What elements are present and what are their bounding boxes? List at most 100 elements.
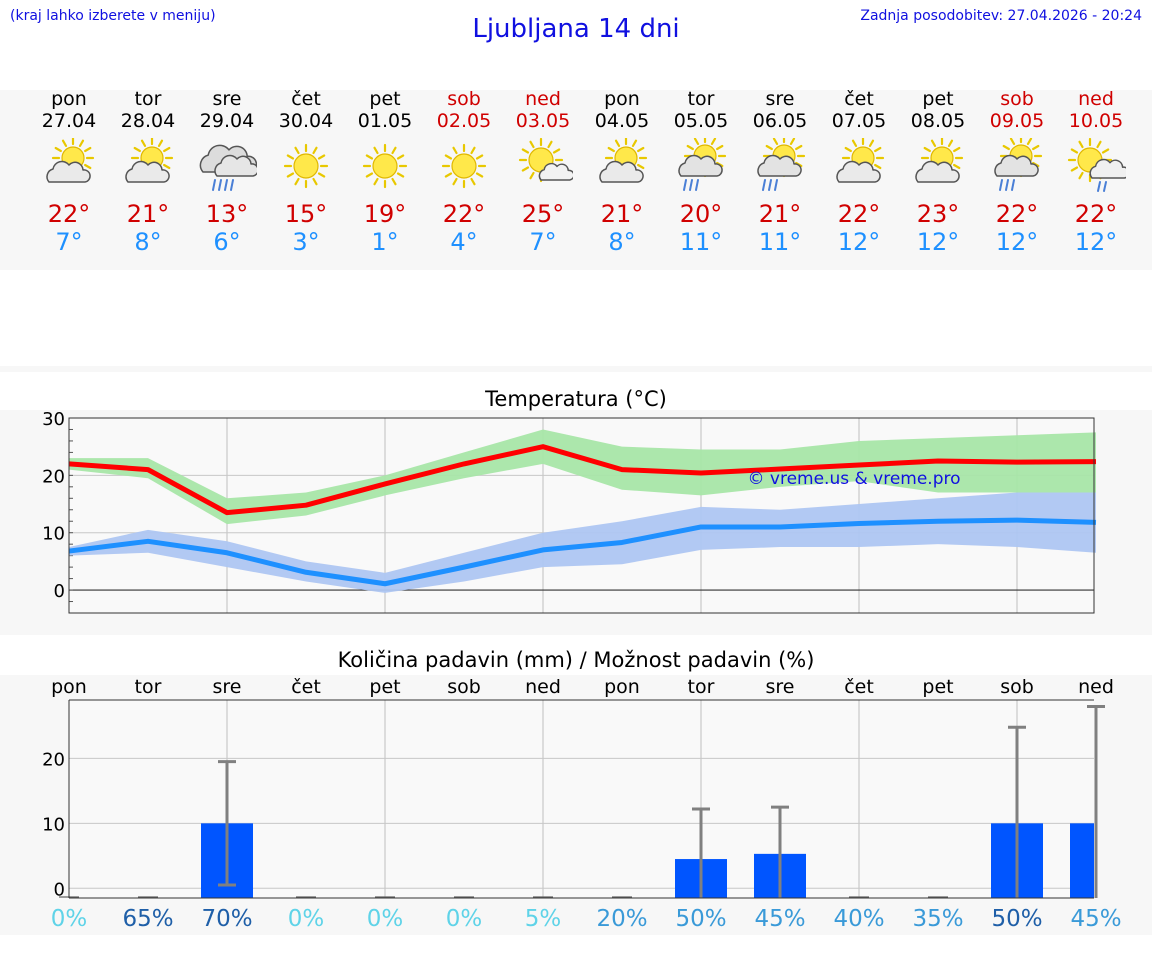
temp-min: 11° xyxy=(679,228,723,256)
y-tick-label: 0 xyxy=(54,581,65,602)
last-updated: Zadnja posodobitev: 27.04.2026 - 20:24 xyxy=(860,8,1142,24)
day-column: čet 07.05 22° 12° xyxy=(820,88,899,256)
y-tick-label: 30 xyxy=(42,409,65,430)
precip-probability: 50% xyxy=(991,906,1042,932)
temp-min: 7° xyxy=(55,228,83,256)
day-column: ned 10.05 22° 12° xyxy=(1057,88,1136,256)
day-column: sob 09.05 22° 12° xyxy=(978,88,1057,256)
day-date: 04.05 xyxy=(594,110,650,132)
day-label: sob xyxy=(447,676,481,698)
day-date: 28.04 xyxy=(120,110,176,132)
sun-icon xyxy=(362,143,408,189)
temp-max: 22° xyxy=(47,200,91,228)
temp-max: 22° xyxy=(837,200,881,228)
temp-max: 22° xyxy=(1074,200,1118,228)
temp-max: 22° xyxy=(442,200,486,228)
temp-min: 8° xyxy=(134,228,162,256)
day-label: čet xyxy=(844,676,874,698)
day-column: pon 27.04 22° 7° xyxy=(30,88,109,256)
day-date: 01.05 xyxy=(357,110,413,132)
sun-icon xyxy=(283,143,329,189)
forecast-band xyxy=(0,90,1152,270)
day-date: 10.05 xyxy=(1068,110,1124,132)
day-name: sre xyxy=(212,88,242,110)
sun-rain-icon xyxy=(757,138,806,191)
day-date: 06.05 xyxy=(752,110,808,132)
temp-min: 12° xyxy=(1074,228,1118,256)
day-name: pon xyxy=(604,88,640,110)
partly-cloudy-icon xyxy=(125,138,174,183)
day-name: čet xyxy=(844,88,874,110)
precip-whisker xyxy=(1087,704,1105,898)
partly-cloudy-icon xyxy=(836,138,885,183)
day-column: sre 29.04 13° 6° xyxy=(188,88,267,256)
sun-light-rain-icon xyxy=(1067,138,1126,192)
rain-cloud-icon xyxy=(199,144,257,191)
precip-probability: 40% xyxy=(833,906,884,932)
precip-whisker xyxy=(218,760,236,887)
temp-min: 12° xyxy=(995,228,1039,256)
day-date: 08.05 xyxy=(910,110,966,132)
day-label: pon xyxy=(51,676,87,698)
precip-probability: 20% xyxy=(596,906,647,932)
precip-whisker xyxy=(1008,725,1026,898)
sun-rain-icon xyxy=(994,138,1043,191)
day-date: 30.04 xyxy=(278,110,334,132)
day-column: sre 06.05 21° 11° xyxy=(741,88,820,256)
sun-rain-icon xyxy=(678,138,727,191)
day-name: sob xyxy=(447,88,481,110)
precip-probability: 45% xyxy=(754,906,805,932)
day-label: čet xyxy=(291,676,321,698)
day-date: 09.05 xyxy=(989,110,1045,132)
temp-min: 11° xyxy=(758,228,802,256)
day-name: ned xyxy=(1078,88,1114,110)
temp-max: 19° xyxy=(363,200,407,228)
day-date: 07.05 xyxy=(831,110,887,132)
temp-max: 15° xyxy=(284,200,328,228)
y-tick-label: 0 xyxy=(54,879,65,900)
temp-min: 8° xyxy=(608,228,636,256)
day-label: pon xyxy=(604,676,640,698)
precip-whisker xyxy=(771,805,789,898)
day-name: sob xyxy=(1000,88,1034,110)
temperature-chart: 0 10 20 30 © vreme.us & vreme.pro xyxy=(42,409,1097,614)
precip-probability: 0% xyxy=(367,906,404,932)
precipitation-chart: pon tor sre čet pet sob ned pon tor sre čet pet sob n… xyxy=(42,676,1121,932)
precip-probability: 35% xyxy=(912,906,963,932)
precipitation-chart-title: Količina padavin (mm) / Možnost padavin … xyxy=(337,648,815,672)
day-name: pet xyxy=(369,88,401,110)
day-name: pet xyxy=(922,88,954,110)
temp-min: 12° xyxy=(837,228,881,256)
temp-min: 3° xyxy=(292,228,320,256)
precip-probability: 65% xyxy=(122,906,173,932)
plot-frame xyxy=(68,417,1095,614)
day-name: sre xyxy=(765,88,795,110)
precip-probability: 50% xyxy=(675,906,726,932)
day-name: ned xyxy=(525,88,561,110)
partly-cloudy-icon xyxy=(46,138,95,183)
precip-probability: 0% xyxy=(51,906,88,932)
precip-probability: 45% xyxy=(1070,906,1121,932)
day-column: pet 08.05 23° 12° xyxy=(899,88,978,256)
watermark: © vreme.us & vreme.pro xyxy=(747,469,960,489)
temperature-chart-title: Temperatura (°C) xyxy=(485,387,667,411)
separator-band xyxy=(0,366,1152,372)
temp-max: 20° xyxy=(679,200,723,228)
page-title: Ljubljana 14 dni xyxy=(472,14,680,44)
y-tick-label: 20 xyxy=(42,466,65,487)
day-name: tor xyxy=(687,88,715,110)
day-column: pon 04.05 21° 8° xyxy=(583,88,662,256)
temp-max: 25° xyxy=(521,200,565,228)
temp-max: 22° xyxy=(995,200,1039,228)
day-label: sre xyxy=(213,676,242,698)
day-label: sob xyxy=(1000,676,1034,698)
day-label: tor xyxy=(688,676,715,698)
day-label: ned xyxy=(525,676,561,698)
temp-min: 6° xyxy=(213,228,241,256)
day-column: tor 05.05 20° 11° xyxy=(662,88,741,256)
day-label: ned xyxy=(1078,676,1114,698)
precip-probability: 5% xyxy=(525,906,562,932)
day-date: 29.04 xyxy=(199,110,255,132)
day-column: ned 03.05 25° 7° xyxy=(504,88,583,256)
day-date: 27.04 xyxy=(41,110,97,132)
